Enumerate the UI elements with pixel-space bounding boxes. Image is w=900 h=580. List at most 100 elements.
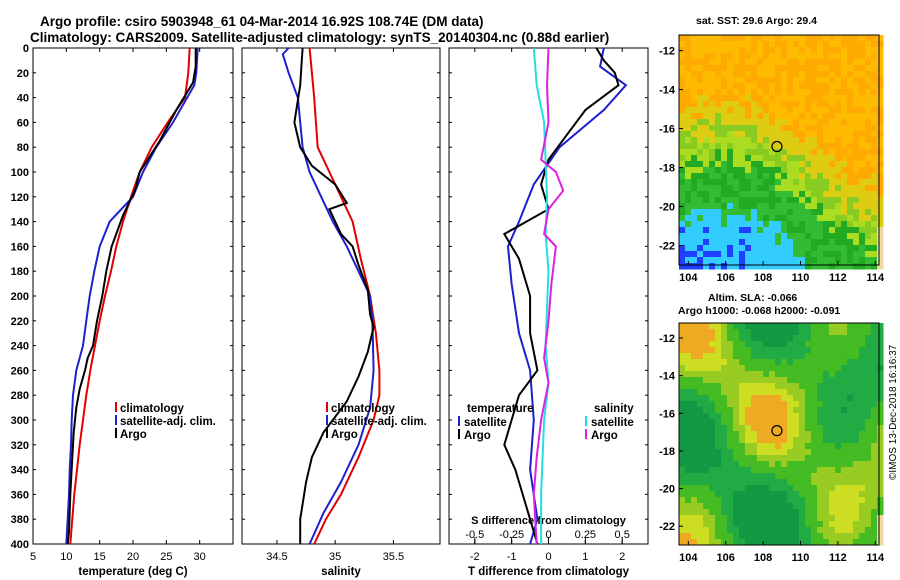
map-pixel xyxy=(727,353,734,360)
map-pixel xyxy=(877,353,884,360)
map-pixel xyxy=(757,119,764,126)
map-pixel xyxy=(793,239,800,246)
map-pixel xyxy=(805,365,812,372)
map-pixel xyxy=(739,467,746,474)
map-pixel xyxy=(799,329,806,336)
map-pixel xyxy=(829,59,836,66)
depth-tick-label: 80 xyxy=(17,142,29,154)
map-pixel xyxy=(715,371,722,378)
map-pixel xyxy=(775,467,782,474)
map-pixel xyxy=(871,215,878,222)
map-pixel xyxy=(781,149,788,156)
map-pixel xyxy=(685,83,692,90)
map-pixel xyxy=(697,137,704,144)
map-pixel xyxy=(733,119,740,126)
map-pixel xyxy=(835,119,842,126)
map-pixel xyxy=(859,263,866,270)
map-pixel xyxy=(871,521,878,528)
map-pixel xyxy=(841,131,848,138)
map-pixel xyxy=(859,71,866,78)
map-pixel xyxy=(823,377,830,384)
map-pixel xyxy=(841,323,848,330)
map-pixel xyxy=(727,437,734,444)
map-pixel xyxy=(775,365,782,372)
map-pixel xyxy=(823,431,830,438)
map-pixel xyxy=(853,443,860,450)
map-pixel xyxy=(697,503,704,510)
map-pixel xyxy=(829,515,836,522)
map-pixel xyxy=(823,89,830,96)
map-pixel xyxy=(775,329,782,336)
map-pixel xyxy=(781,167,788,174)
map-pixel xyxy=(745,197,752,204)
map-pixel xyxy=(859,539,866,546)
map-pixel xyxy=(793,359,800,366)
map-pixel xyxy=(781,239,788,246)
map-pixel xyxy=(805,539,812,546)
map-pixel xyxy=(787,185,794,192)
map-pixel xyxy=(739,413,746,420)
map-pixel xyxy=(847,359,854,366)
map-pixel xyxy=(799,149,806,156)
map-pixel xyxy=(685,89,692,96)
map-pixel xyxy=(793,353,800,360)
map-pixel xyxy=(769,431,776,438)
map-pixel xyxy=(817,365,824,372)
temperature-series-satellite-adj-clim- xyxy=(65,48,199,544)
map-pixel xyxy=(751,431,758,438)
map-pixel xyxy=(763,101,770,108)
map-pixel xyxy=(715,59,722,66)
map-pixel xyxy=(703,485,710,492)
map-pixel xyxy=(709,77,716,84)
map-pixel xyxy=(799,173,806,180)
map-pixel xyxy=(787,353,794,360)
map-pixel xyxy=(709,101,716,108)
map-pixel xyxy=(745,389,752,396)
map-pixel xyxy=(805,245,812,252)
map-pixel xyxy=(871,59,878,66)
map-pixel xyxy=(727,401,734,408)
map-pixel xyxy=(769,419,776,426)
map-pixel xyxy=(697,395,704,402)
map-pixel xyxy=(733,257,740,264)
map-pixel xyxy=(841,65,848,72)
map-pixel xyxy=(721,35,728,42)
map-pixel xyxy=(847,257,854,264)
legend-label: satellite xyxy=(464,417,507,429)
map-pixel xyxy=(775,197,782,204)
map-pixel xyxy=(805,113,812,120)
map-pixel xyxy=(865,71,872,78)
map-pixel xyxy=(841,479,848,486)
map-pixel xyxy=(787,173,794,180)
map-pixel xyxy=(703,119,710,126)
map-pixel xyxy=(859,413,866,420)
map-pixel xyxy=(733,209,740,216)
map-pixel xyxy=(841,83,848,90)
map-pixel xyxy=(793,83,800,90)
map-pixel xyxy=(769,71,776,78)
map-pixel xyxy=(739,233,746,240)
map-pixel xyxy=(871,527,878,534)
map-pixel xyxy=(811,323,818,330)
map-pixel xyxy=(691,527,698,534)
map-pixel xyxy=(703,65,710,72)
map-pixel xyxy=(793,335,800,342)
lon-tick-label: 108 xyxy=(754,272,772,284)
map-pixel xyxy=(817,395,824,402)
map-pixel xyxy=(871,323,878,330)
map-pixel xyxy=(877,65,884,72)
map-pixel xyxy=(865,257,872,264)
map-pixel xyxy=(811,137,818,144)
map-pixel xyxy=(739,89,746,96)
map-pixel xyxy=(877,227,884,234)
map-pixel xyxy=(877,497,884,504)
map-pixel xyxy=(871,83,878,90)
map-pixel xyxy=(709,251,716,258)
map-pixel xyxy=(691,119,698,126)
map-pixel xyxy=(793,173,800,180)
map-pixel xyxy=(871,35,878,42)
map-pixel xyxy=(775,203,782,210)
map-pixel xyxy=(769,251,776,258)
map-pixel xyxy=(757,167,764,174)
map-pixel xyxy=(781,335,788,342)
